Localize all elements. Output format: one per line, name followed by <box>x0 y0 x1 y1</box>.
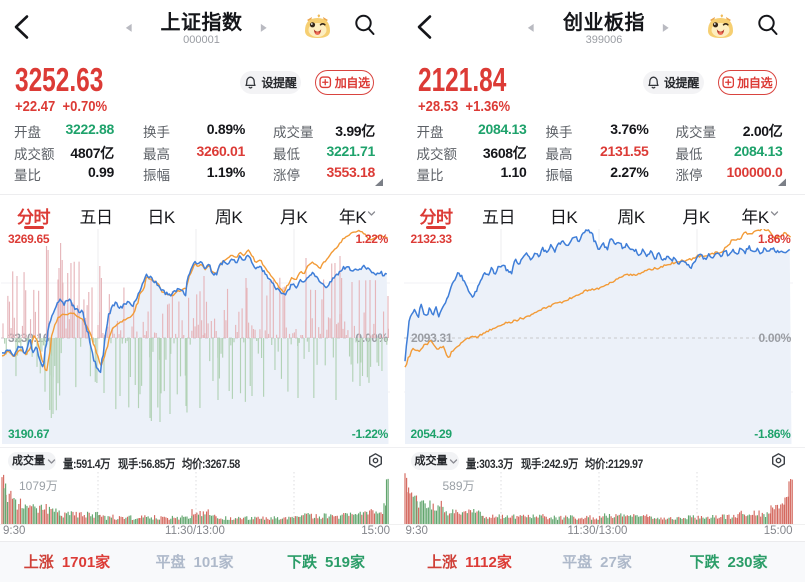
svg-text:2093.31: 2093.31 <box>411 331 453 345</box>
svg-text:0.00%: 0.00% <box>758 331 791 345</box>
